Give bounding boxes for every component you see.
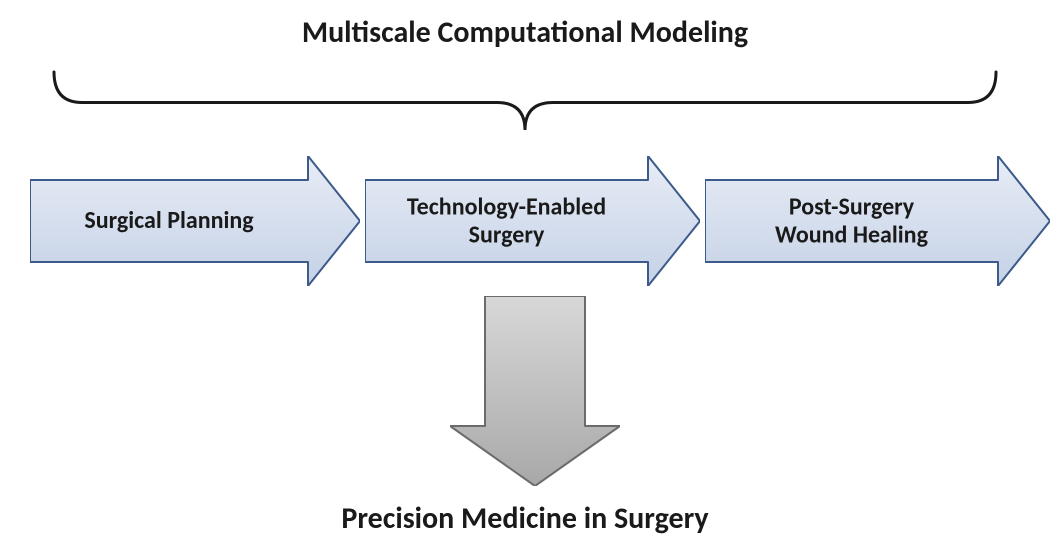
arrow-label-post-surgery-wound-healing: Post-SurgeryWound Healing [705,193,1050,248]
arrow-label-technology-enabled-surgery: Technology-EnabledSurgery [365,193,700,248]
arrow-label-surgical-planning: Surgical Planning [30,207,360,235]
arrow-down-precision-medicine [450,296,620,486]
arrow-surgical-planning: Surgical Planning [30,156,360,286]
title-multiscale-modeling: Multiscale Computational Modeling [0,14,1050,51]
arrow-post-surgery-wound-healing: Post-SurgeryWound Healing [705,156,1050,286]
arrow-technology-enabled-surgery: Technology-EnabledSurgery [365,156,700,286]
curly-brace [50,64,1000,134]
process-arrow-row: Surgical Planning Technology-EnabledSurg… [20,156,1030,286]
title-precision-medicine: Precision Medicine in Surgery [0,500,1050,537]
